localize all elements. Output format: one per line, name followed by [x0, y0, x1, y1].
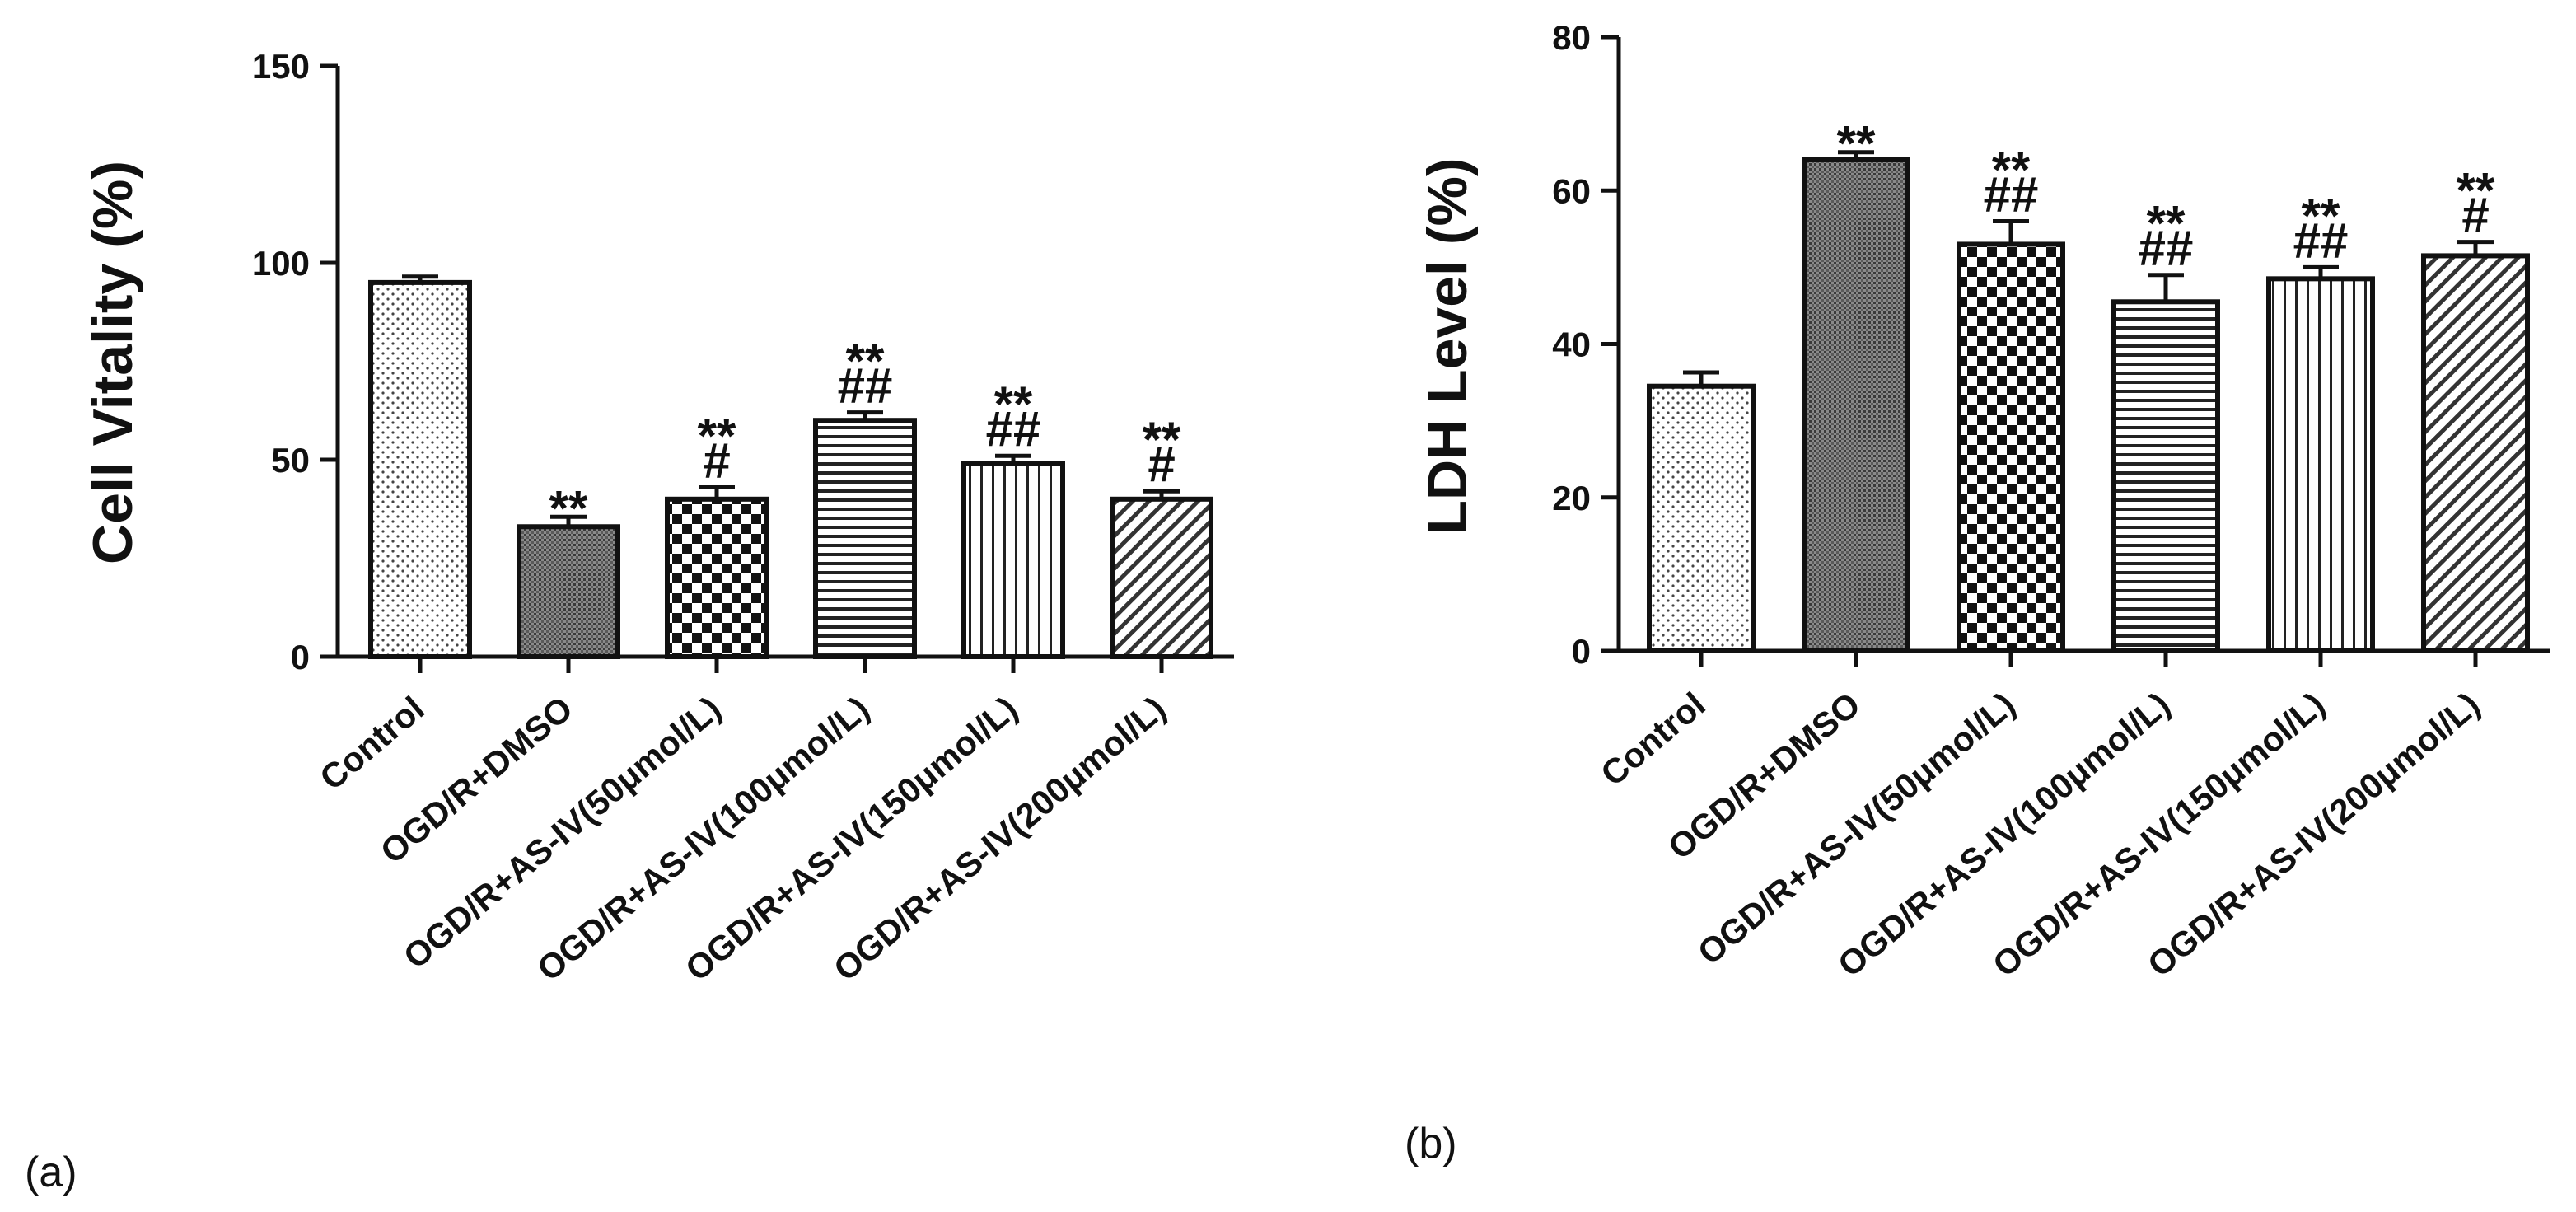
panel-b-y-tick-label: 0	[1572, 632, 1591, 671]
panel-a-bar-3	[813, 418, 917, 659]
panel-a-bar-4	[961, 461, 1065, 660]
panel-b-label: (b)	[1405, 1120, 1457, 1168]
panel-a-significance-label: ##	[986, 401, 1041, 456]
panel-b-significance-label: ##	[2293, 213, 2349, 268]
panel-a-bar-1	[517, 524, 620, 660]
panel-a-plot-area: 050100150Control**OGD/R+DMSO#**OGD/R+AS-…	[252, 47, 1234, 989]
panel-a-y-tick-label: 0	[291, 638, 310, 676]
panel-a-y-tick-label: 50	[271, 441, 310, 480]
panel-b-significance-label: **	[1837, 116, 1876, 171]
panel-b-significance-label: **	[1992, 143, 2031, 198]
panel-a-bar-0	[368, 279, 472, 659]
panel-a-y-tick-label: 100	[252, 244, 310, 283]
panel-b-category-label: OGD/R+AS-IV(50μmol/L)	[1690, 685, 2022, 972]
panel-b-y-tick-label: 20	[1552, 479, 1591, 517]
panel-a-y-axis-title: Cell Vitality (%)	[82, 161, 144, 564]
panel-b-y-tick-label: 60	[1552, 171, 1591, 210]
panel-b-significance-label: #	[2461, 188, 2489, 243]
panel-b-bar-0	[1647, 383, 1756, 653]
panel-a-significance-label: **	[1143, 412, 1181, 467]
panel-b-significance-label: ##	[2139, 221, 2194, 276]
panel-a-significance-label: **	[846, 334, 885, 389]
panel-b-category-label: Control	[1593, 685, 1713, 793]
panel-b-bar-3	[2111, 299, 2220, 653]
panel-b-plot-area: 020406080Control**OGD/R+DMSO##**OGD/R+AS…	[1552, 18, 2550, 985]
panel-b-significance-label: **	[2147, 196, 2186, 251]
panel-b-bar-2	[1957, 241, 2065, 653]
panel-b-bar-4	[2266, 276, 2375, 653]
panel-a-significance-label: ##	[838, 358, 893, 414]
panel-b-significance-label: **	[2302, 188, 2340, 243]
panel-b-bar-1	[1802, 157, 1910, 653]
panel-a-significance-label: #	[1148, 437, 1175, 492]
panel-a-significance-label: **	[549, 480, 588, 536]
panel-a-cell-vitality: Cell Vitality (%) 050100150Control**OGD/…	[25, 47, 1234, 1196]
panel-b-y-axis-title: LDH Level (%)	[1416, 157, 1479, 534]
panel-b-significance-label: **	[2457, 163, 2495, 218]
panel-b-y-tick-label: 40	[1552, 325, 1591, 364]
panel-a-bar-2	[665, 496, 769, 659]
panel-b-ldh-level: LDH Level (%) 020406080Control**OGD/R+DM…	[1405, 18, 2550, 1168]
panel-b-significance-label: ##	[1984, 167, 2039, 222]
panel-a-label: (a)	[25, 1149, 77, 1196]
panel-b-y-tick-label: 80	[1552, 18, 1591, 57]
panel-a-category-label: Control	[312, 689, 432, 798]
panel-b-bar-5	[2421, 253, 2530, 653]
panel-a-y-tick-label: 150	[252, 47, 310, 86]
panel-a-bar-5	[1110, 496, 1213, 659]
panel-a-significance-label: **	[994, 377, 1033, 432]
panel-a-significance-label: **	[698, 408, 736, 463]
panel-a-significance-label: #	[703, 433, 730, 488]
